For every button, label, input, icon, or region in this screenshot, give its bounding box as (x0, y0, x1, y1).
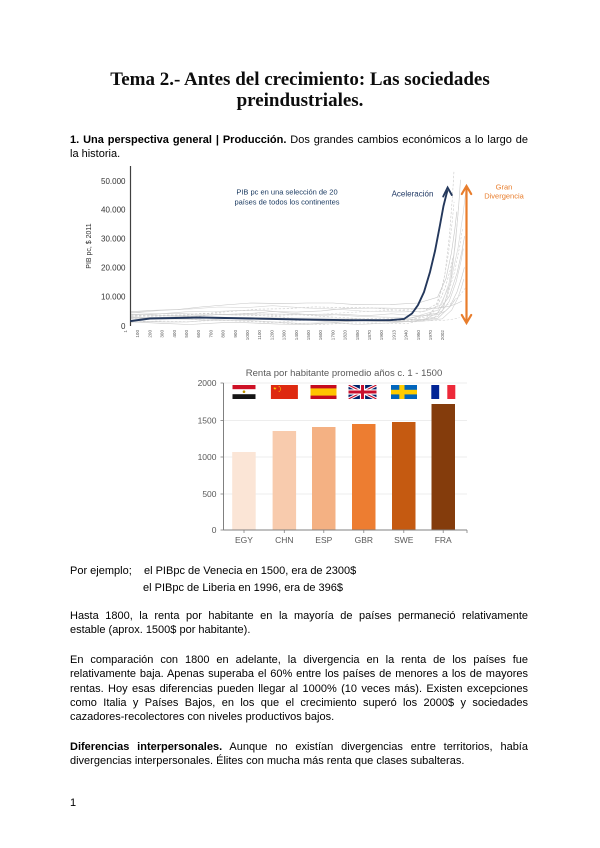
svg-text:1300: 1300 (282, 330, 287, 341)
svg-text:700: 700 (208, 330, 213, 338)
svg-text:500: 500 (202, 489, 216, 499)
svg-text:SWE: SWE (394, 535, 414, 545)
svg-text:1600: 1600 (318, 330, 323, 341)
svg-text:países de todos los continente: países de todos los continentes (234, 198, 339, 207)
svg-text:2002: 2002 (440, 330, 445, 341)
svg-text:1000: 1000 (245, 330, 250, 341)
svg-text:FRA: FRA (435, 535, 452, 545)
svg-text:300: 300 (160, 330, 165, 338)
svg-text:400: 400 (172, 330, 177, 338)
svg-text:40.000: 40.000 (101, 206, 126, 215)
svg-text:1000: 1000 (198, 452, 217, 462)
svg-text:0: 0 (212, 525, 217, 535)
svg-text:1940: 1940 (404, 330, 409, 341)
svg-text:ESP: ESP (315, 535, 332, 545)
svg-text:CHN: CHN (275, 535, 293, 545)
svg-text:1913: 1913 (391, 330, 396, 341)
svg-text:600: 600 (196, 330, 201, 338)
svg-text:PIB pc en una selección de 20: PIB pc en una selección de 20 (236, 188, 337, 197)
svg-text:1200: 1200 (269, 330, 274, 341)
svg-text:Gran: Gran (496, 183, 513, 192)
svg-text:Aceleración: Aceleración (392, 190, 434, 199)
svg-text:800: 800 (221, 330, 226, 338)
svg-text:0: 0 (121, 322, 126, 331)
svg-text:1870: 1870 (367, 330, 372, 341)
svg-text:10.000: 10.000 (101, 293, 126, 302)
svg-text:1970: 1970 (428, 330, 433, 341)
svg-text:50.000: 50.000 (101, 177, 126, 186)
svg-text:1900: 1900 (379, 330, 384, 341)
svg-text:1400: 1400 (294, 330, 299, 341)
svg-text:100: 100 (135, 330, 140, 338)
svg-text:900: 900 (233, 330, 238, 338)
svg-text:1700: 1700 (330, 330, 335, 341)
svg-text:30.000: 30.000 (101, 235, 126, 244)
svg-text:20.000: 20.000 (101, 264, 126, 273)
svg-text:1820: 1820 (343, 330, 348, 341)
svg-text:200: 200 (147, 330, 152, 338)
svg-text:1850: 1850 (355, 330, 360, 341)
svg-text:Divergencia: Divergencia (484, 192, 524, 201)
svg-text:1100: 1100 (257, 330, 262, 340)
svg-text:Renta por habitante promedio a: Renta por habitante promedio años c. 1 -… (246, 368, 442, 379)
svg-text:1500: 1500 (198, 416, 217, 426)
svg-text:GBR: GBR (355, 535, 373, 545)
svg-text:1500: 1500 (306, 330, 311, 341)
svg-text:1950: 1950 (416, 330, 421, 341)
svg-text:2000: 2000 (198, 378, 217, 388)
svg-text:500: 500 (184, 330, 189, 338)
svg-text:PIB pc, $ 2011: PIB pc, $ 2011 (86, 223, 93, 269)
svg-text:1: 1 (123, 330, 128, 333)
svg-text:EGY: EGY (235, 535, 253, 545)
